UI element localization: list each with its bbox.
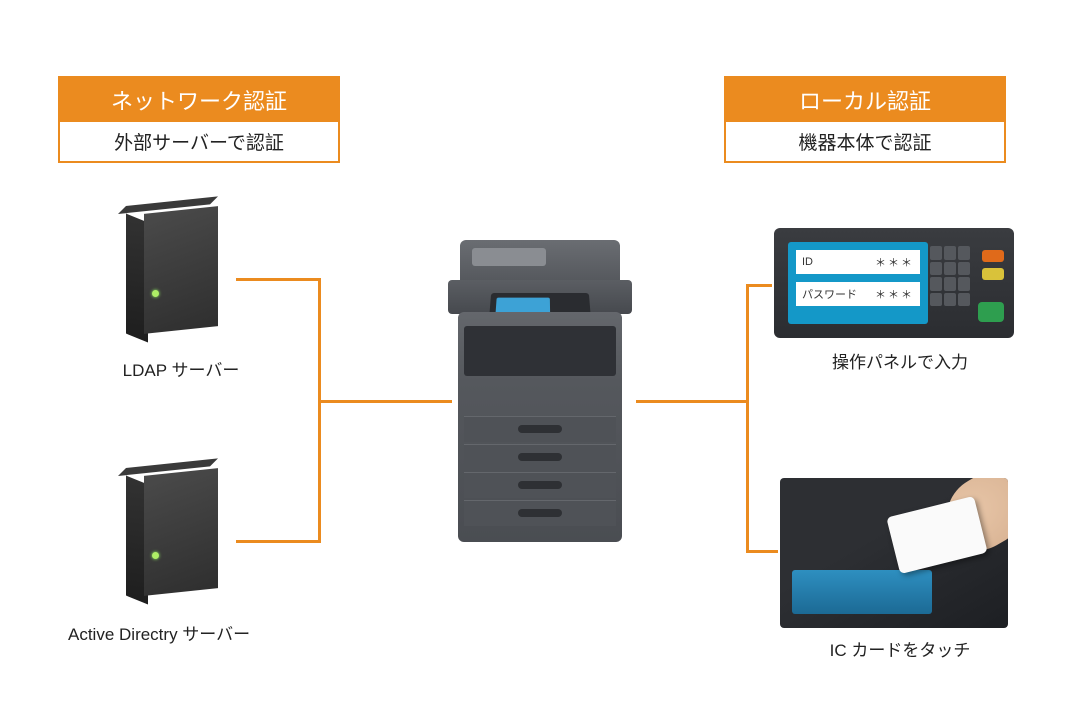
pw-label: パスワード (802, 286, 857, 302)
connector-line (236, 540, 318, 543)
ad-server-icon (126, 472, 236, 612)
ic-card-touch-icon (780, 478, 1008, 628)
network-auth-title: ネットワーク認証 (60, 78, 338, 122)
ldap-server-icon (126, 210, 236, 350)
connector-line (318, 400, 452, 403)
connector-line (318, 278, 321, 543)
local-auth-subtitle: 機器本体で認証 (726, 122, 1004, 161)
network-auth-header: ネットワーク認証 外部サーバーで認証 (58, 76, 340, 163)
connector-line (746, 284, 749, 553)
ldap-server-label: LDAP サーバー (96, 356, 266, 381)
pw-value: ＊＊＊ (875, 286, 914, 302)
control-panel-icon: ID ＊＊＊ パスワード ＊＊＊ (774, 228, 1014, 338)
local-auth-header: ローカル認証 機器本体で認証 (724, 76, 1006, 163)
local-auth-title: ローカル認証 (726, 78, 1004, 122)
connector-line (746, 284, 772, 287)
id-label: ID (802, 256, 813, 268)
ic-card-label: IC カードをタッチ (800, 636, 1000, 661)
connector-line (746, 550, 778, 553)
ad-server-label: Active Directry サーバー (60, 620, 300, 645)
control-panel-label: 操作パネルで入力 (800, 348, 1000, 373)
mfp-printer-icon (440, 240, 640, 560)
id-value: ＊＊＊ (875, 254, 914, 270)
connector-line (636, 400, 748, 403)
connector-line (236, 278, 318, 281)
network-auth-subtitle: 外部サーバーで認証 (60, 122, 338, 161)
